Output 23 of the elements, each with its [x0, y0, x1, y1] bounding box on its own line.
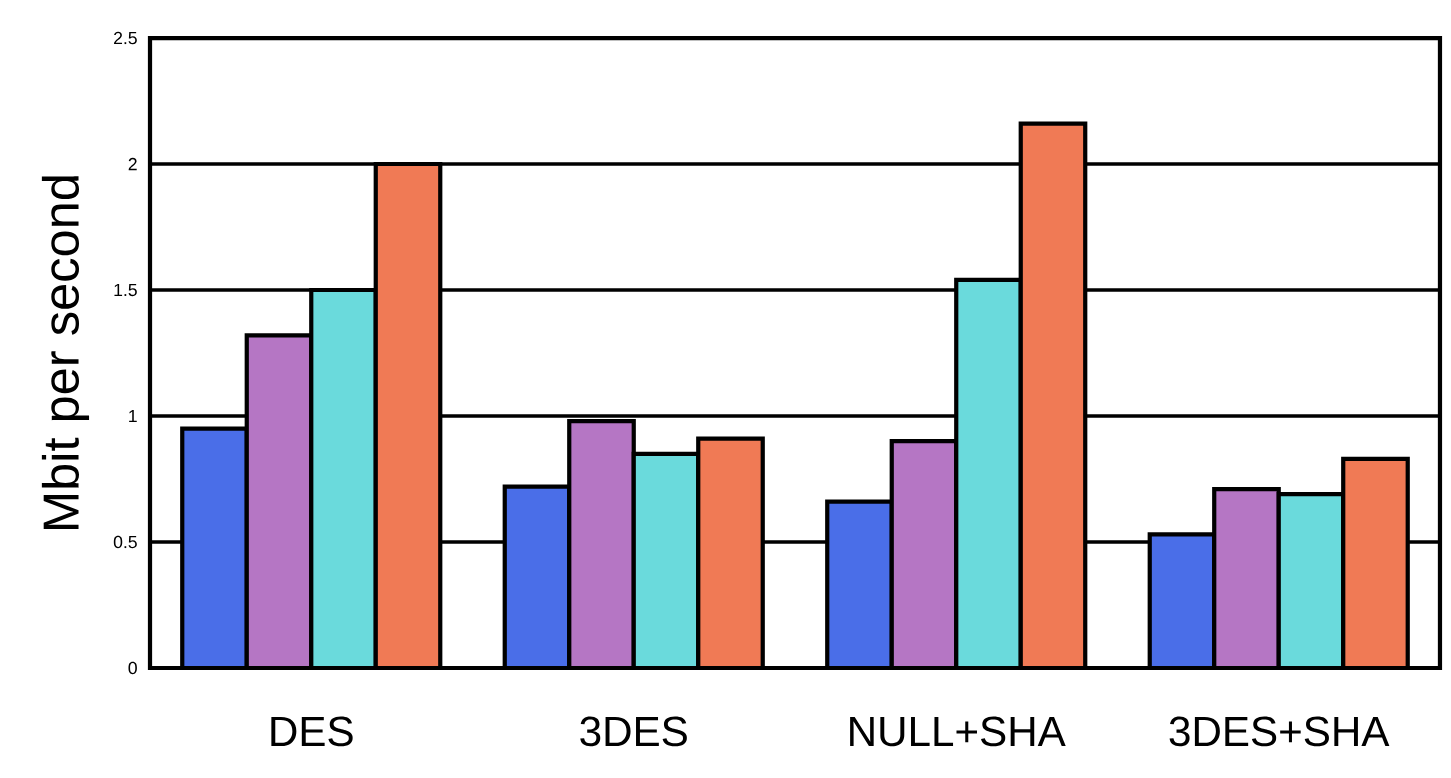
y-tick-label: 1.5 [114, 283, 137, 297]
y-tick-label: 1 [129, 409, 137, 423]
bar [633, 453, 699, 668]
x-tick-label: NULL+SHA [850, 716, 1066, 747]
x-tick-label: 3DES+SHA [1169, 716, 1390, 747]
y-tick-label: 2 [128, 157, 137, 171]
y-axis-title: Mbit per second [41, 176, 90, 529]
y-tick-label: 2.5 [114, 31, 137, 45]
y-tick-label: 0.5 [113, 535, 137, 549]
bar [827, 501, 892, 668]
bar [956, 279, 1021, 668]
bar [311, 290, 376, 668]
x-tick-label: 3DES [580, 716, 687, 747]
bar [569, 421, 634, 668]
bar [504, 486, 570, 668]
bar [698, 438, 763, 668]
bar [891, 441, 957, 668]
bar [375, 164, 441, 668]
bar [182, 428, 247, 668]
bar [246, 335, 312, 668]
y-tick-label: 0 [128, 661, 137, 675]
bar [1020, 123, 1086, 668]
x-tick-label: DES [271, 716, 353, 747]
